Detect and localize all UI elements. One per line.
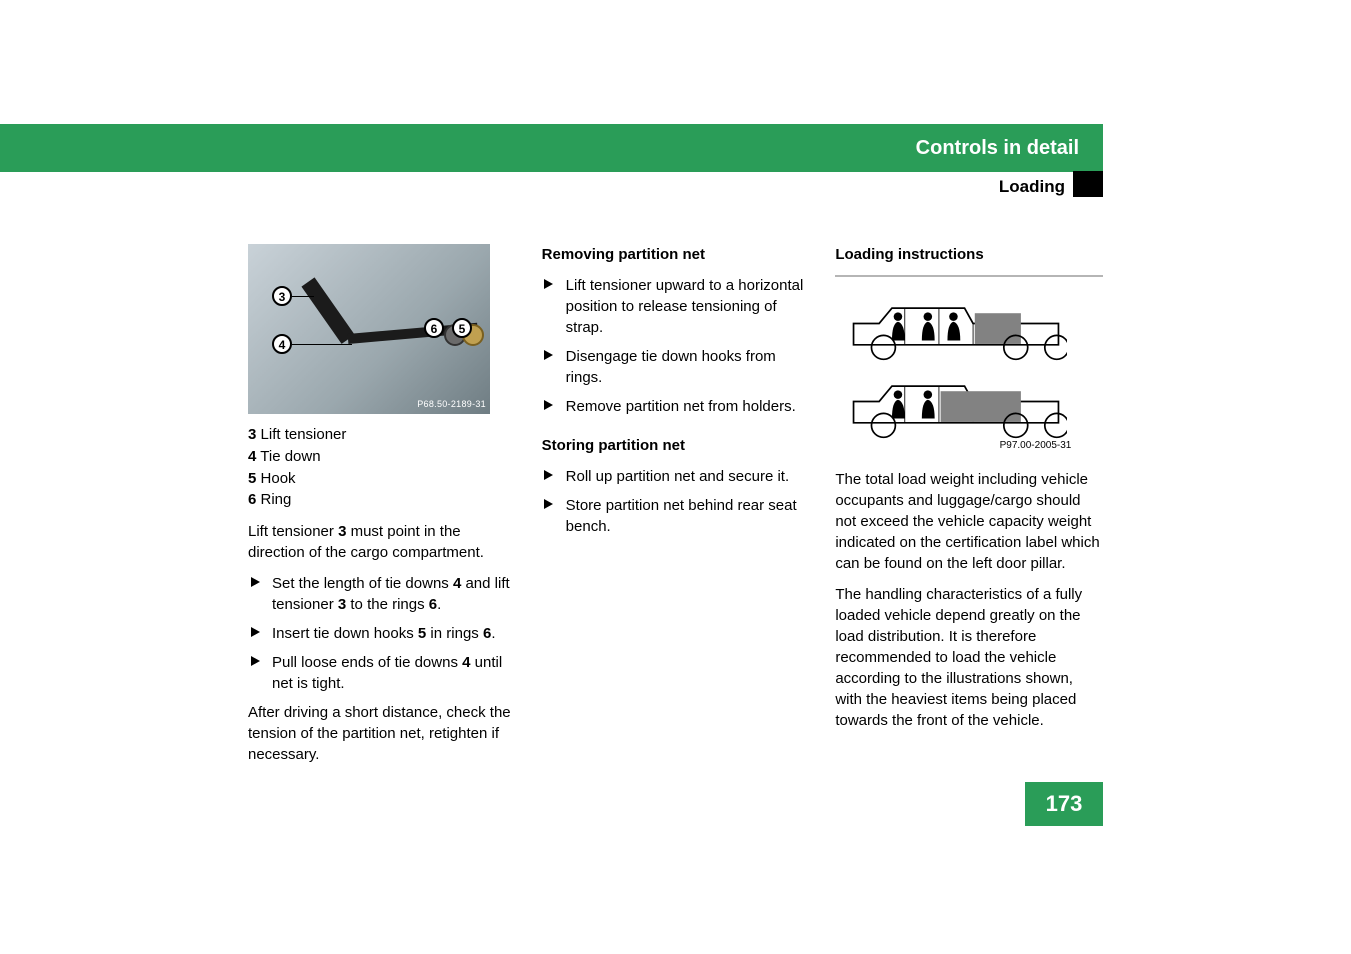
intro-paragraph: Lift tensioner 3 must point in the direc… [248, 521, 516, 563]
step: Remove partition net from holders. [542, 396, 810, 417]
bullet-icon [542, 275, 556, 338]
section-title: Loading [999, 175, 1065, 199]
bullet-icon [542, 396, 556, 417]
divider [835, 275, 1103, 277]
step: Roll up partition net and secure it. [542, 466, 810, 487]
callout-4: 4 [272, 334, 292, 354]
step-text: Roll up partition net and secure it. [566, 466, 810, 487]
loading-para-2: The handling characteristics of a fully … [835, 584, 1103, 731]
bullet-icon [542, 346, 556, 388]
chapter-bar: Controls in detail [0, 124, 1103, 172]
callout-3: 3 [272, 286, 292, 306]
callout-6: 6 [424, 318, 444, 338]
step: Set the length of tie downs 4 and lift t… [248, 573, 516, 615]
bullet-icon [248, 652, 262, 694]
bullet-icon [542, 495, 556, 537]
step: Disengage tie down hooks from rings. [542, 346, 810, 388]
bullet-icon [248, 623, 262, 644]
step-text: Set the length of tie downs 4 and lift t… [272, 573, 516, 615]
legend-item: 5 Hook [248, 468, 516, 490]
step-text: Remove partition net from holders. [566, 396, 810, 417]
leader-line [292, 344, 352, 345]
step: Pull loose ends of tie downs 4 until net… [248, 652, 516, 694]
bullet-icon [542, 466, 556, 487]
step: Insert tie down hooks 5 in rings 6. [248, 623, 516, 644]
step: Store partition net behind rear seat ben… [542, 495, 810, 537]
step-text: Pull loose ends of tie downs 4 until net… [272, 652, 516, 694]
step-text: Lift tensioner upward to a horizontal po… [566, 275, 810, 338]
column-3: Loading instructions [835, 244, 1103, 775]
removing-title: Removing partition net [542, 244, 810, 265]
chapter-title: Controls in detail [916, 134, 1079, 162]
car-top [845, 297, 1067, 367]
leader-line [292, 296, 314, 297]
legend-item: 3 Lift tensioner [248, 424, 516, 446]
column-1: 3 4 6 5 P68.50-2189-31 3 Lift tensioner … [248, 244, 516, 775]
figure-loading: P97.00-2005-31 [835, 289, 1077, 459]
step-text: Disengage tie down hooks from rings. [566, 346, 810, 388]
step-text: Store partition net behind rear seat ben… [566, 495, 810, 537]
section-tab [1073, 171, 1103, 197]
figure-ref: P97.00-2005-31 [1000, 439, 1072, 453]
legend-item: 6 Ring [248, 489, 516, 511]
loading-title: Loading instructions [835, 244, 1103, 265]
step-text: Insert tie down hooks 5 in rings 6. [272, 623, 516, 644]
content-columns: 3 4 6 5 P68.50-2189-31 3 Lift tensioner … [248, 244, 1103, 775]
step: Lift tensioner upward to a horizontal po… [542, 275, 810, 338]
column-2: Removing partition net Lift tensioner up… [542, 244, 810, 775]
storing-title: Storing partition net [542, 435, 810, 456]
figure-tensioner: 3 4 6 5 P68.50-2189-31 [248, 244, 490, 414]
bullet-icon [248, 573, 262, 615]
legend-item: 4 Tie down [248, 446, 516, 468]
car-bottom [845, 375, 1067, 445]
loading-para-1: The total load weight including vehicle … [835, 469, 1103, 574]
callout-5: 5 [452, 318, 472, 338]
legend: 3 Lift tensioner 4 Tie down 5 Hook 6 Rin… [248, 424, 516, 511]
figure-ref: P68.50-2189-31 [417, 398, 486, 411]
outro-paragraph: After driving a short distance, check th… [248, 702, 516, 765]
page-number: 173 [1025, 782, 1103, 826]
